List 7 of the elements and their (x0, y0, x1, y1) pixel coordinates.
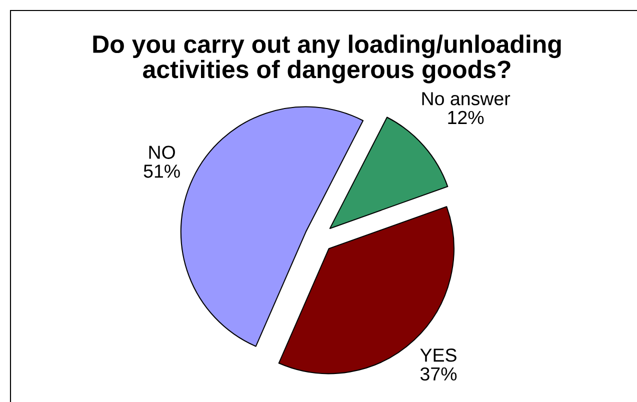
data-label: 37% (420, 367, 457, 381)
data-label: 51% (144, 164, 180, 178)
chart-title: Do you carry out any loading/unloading activities of dangerous goods? (93, 34, 561, 84)
data-label: 12% (448, 110, 484, 124)
slice-label: YES (420, 348, 456, 362)
slice-label: NO (149, 146, 175, 159)
slice-label: No answer (422, 92, 510, 106)
